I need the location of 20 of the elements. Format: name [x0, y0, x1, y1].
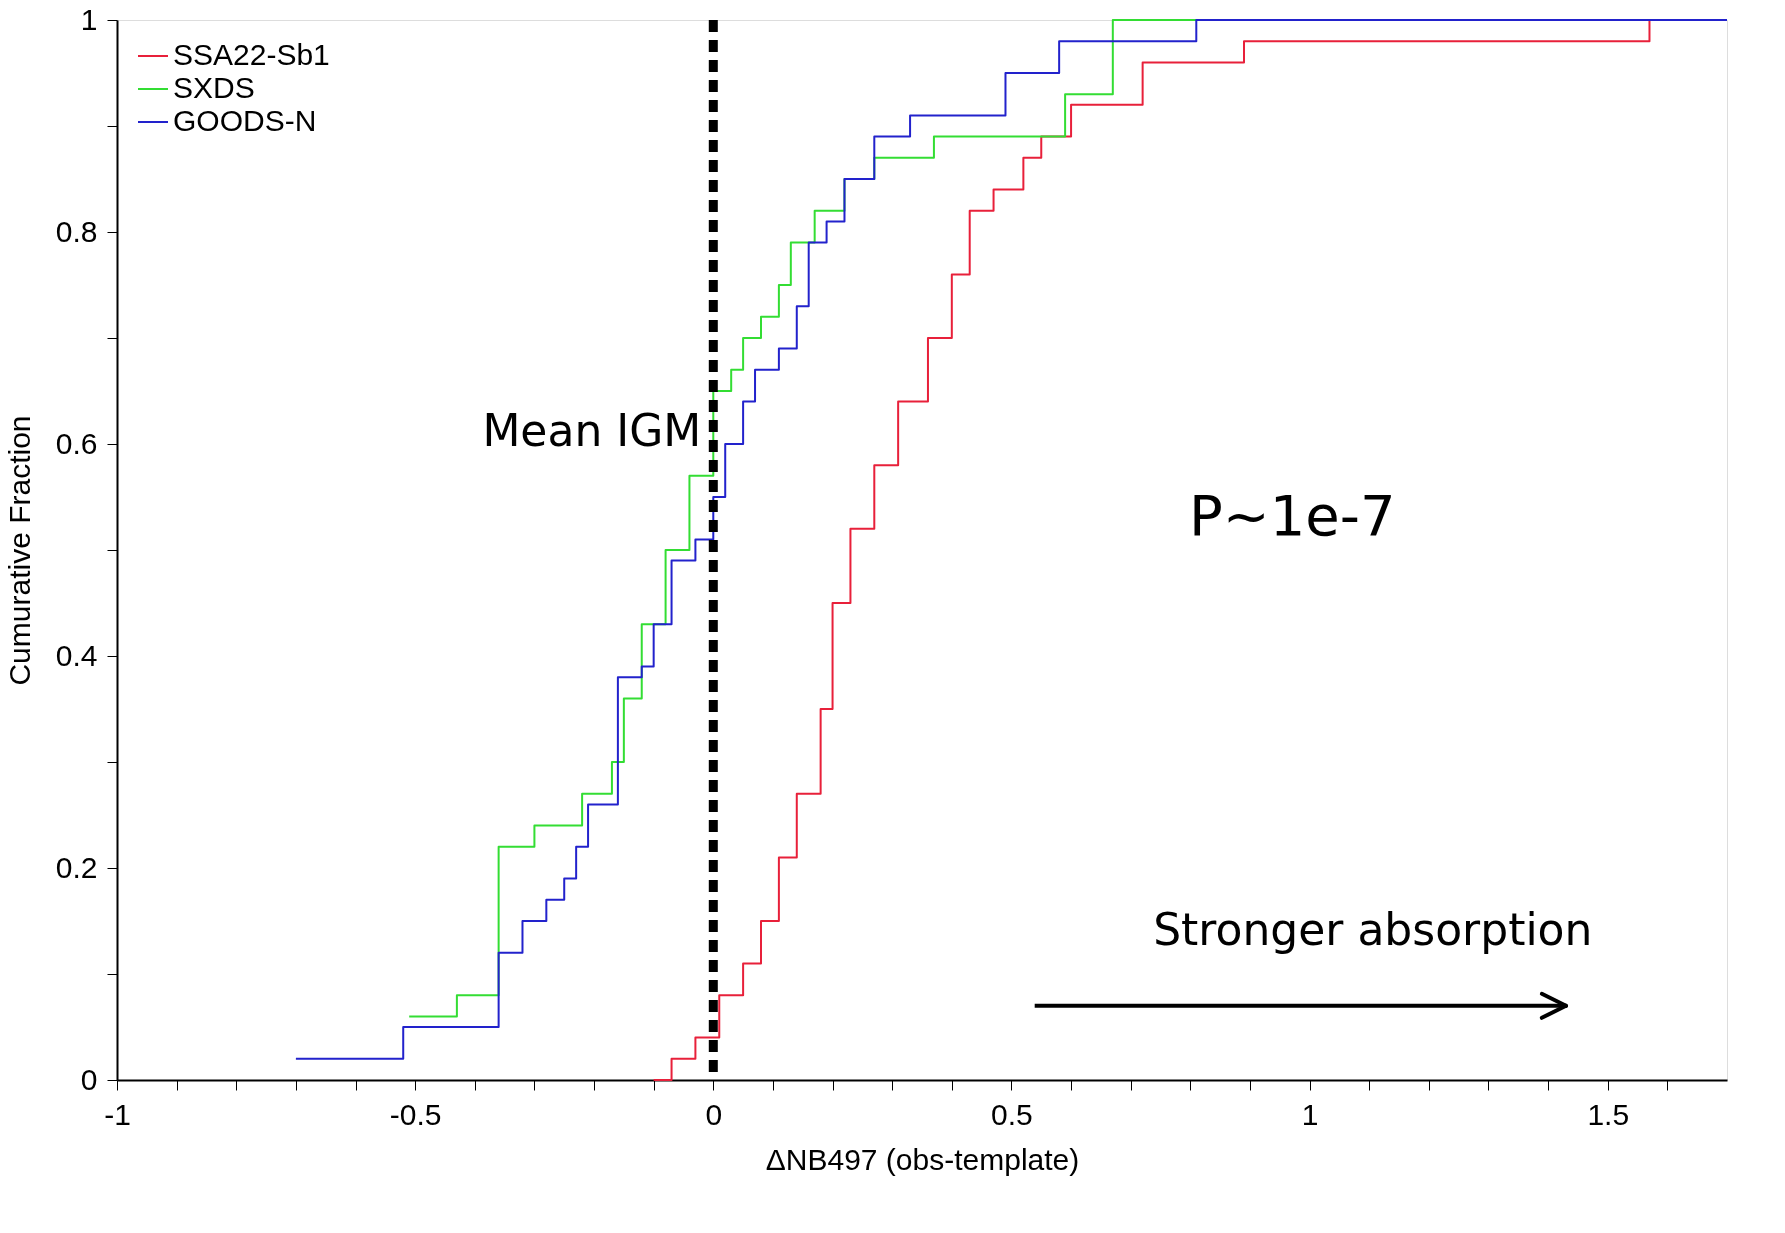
y-tick-label: 1	[80, 2, 98, 36]
y-tick-label: 0.2	[55, 850, 98, 884]
x-tick-label: 0.5	[991, 1097, 1033, 1131]
x-tick-label: -1	[104, 1097, 131, 1131]
x-tick-label: 0	[705, 1097, 723, 1131]
y-tick-label: 0.4	[55, 638, 98, 672]
y-tick-label: 0.8	[55, 214, 98, 248]
legend-label: GOODS-N	[173, 104, 317, 137]
legend-label: SSA22-Sb1	[173, 38, 330, 71]
y-tick-label: 0	[80, 1062, 98, 1096]
ref-line-label: Mean IGM	[482, 405, 702, 457]
annotation: Stronger absorption	[1153, 903, 1593, 955]
annotation: P~1e-7	[1189, 483, 1396, 549]
y-tick-label: 0.6	[55, 426, 98, 460]
legend-label: SXDS	[173, 71, 255, 104]
x-axis-title: ΔNB497 (obs-template)	[765, 1142, 1080, 1176]
y-axis-title: Cumurative Fraction	[2, 415, 36, 686]
x-tick-label: 1.5	[1587, 1097, 1630, 1131]
x-tick-label: 1	[1301, 1097, 1319, 1131]
x-tick-label: -0.5	[389, 1097, 442, 1131]
